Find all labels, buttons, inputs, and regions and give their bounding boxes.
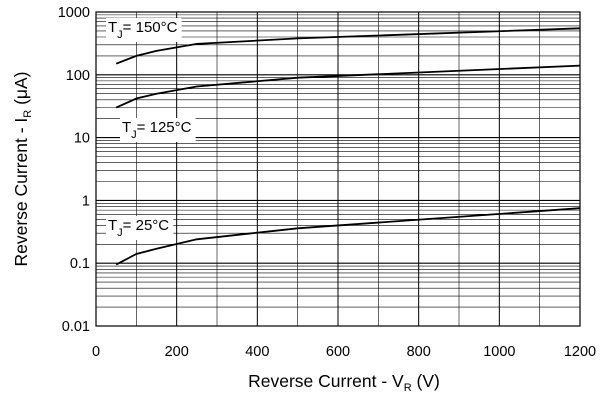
series-label: TJ= 25°C (106, 216, 174, 240)
series-line (115, 64, 581, 109)
y-axis-title: Reverse Current - IR (μA) (11, 71, 34, 266)
y-axis-title-unit: (μA) (11, 71, 31, 109)
series-label-bg (106, 216, 174, 240)
series-label-text: TJ= 150°C (108, 19, 178, 41)
y-tick-label: 0.01 (62, 319, 90, 335)
y-tick-label: 10 (74, 131, 90, 147)
series-label-bg (106, 18, 182, 42)
x-axis-title-sub: R (404, 382, 412, 394)
x-tick-label: 1000 (483, 344, 515, 360)
series-line (115, 207, 581, 266)
series-label-text: TJ= 125°C (122, 119, 192, 141)
y-tick-label: 100 (66, 68, 90, 84)
x-tick-label: 0 (92, 344, 100, 360)
x-tick-label: 1200 (564, 344, 596, 360)
series-label-text: TJ= 25°C (108, 217, 169, 239)
x-tick-label: 200 (165, 344, 189, 360)
series-label: TJ= 125°C (120, 118, 196, 142)
plot-frame (95, 11, 581, 327)
series-label: TJ= 150°C (106, 18, 182, 42)
y-axis-title-sub: R (22, 110, 34, 118)
series-label-bg (120, 118, 196, 142)
y-tick-label: 1000 (58, 5, 90, 21)
series-labels: TJ= 150°C TJ= 125°C TJ= 25°C (106, 18, 196, 240)
y-tick-label: 0.1 (70, 256, 90, 272)
x-axis-title-unit: (V) (412, 371, 440, 391)
major-gridlines (96, 12, 580, 326)
x-axis-ticks: 0 200 400 600 800 1000 1200 (92, 344, 596, 360)
x-tick-label: 400 (245, 344, 269, 360)
x-tick-label: 600 (326, 344, 350, 360)
series-line (115, 27, 581, 65)
series-lines (115, 27, 581, 266)
x-axis-title-main: Reverse Current - V (248, 371, 404, 391)
x-tick-label: 800 (407, 344, 431, 360)
y-axis-title-main: Reverse Current - I (11, 118, 31, 267)
y-axis-ticks: 0.01 0.1 1 10 100 1000 (58, 5, 90, 335)
y-tick-label: 1 (82, 193, 90, 209)
x-axis-title: Reverse Current - VR (V) (248, 371, 440, 394)
